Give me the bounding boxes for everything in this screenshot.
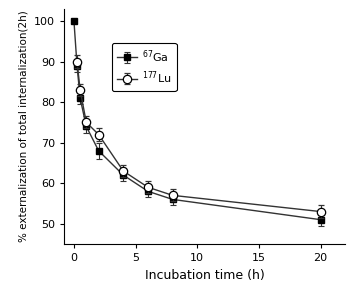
Y-axis label: % externalization of total internalization(2h): % externalization of total internalizati…	[19, 11, 28, 242]
X-axis label: Incubation time (h): Incubation time (h)	[145, 269, 265, 282]
Legend: $^{67}$Ga, $^{177}$Lu: $^{67}$Ga, $^{177}$Lu	[112, 43, 177, 91]
